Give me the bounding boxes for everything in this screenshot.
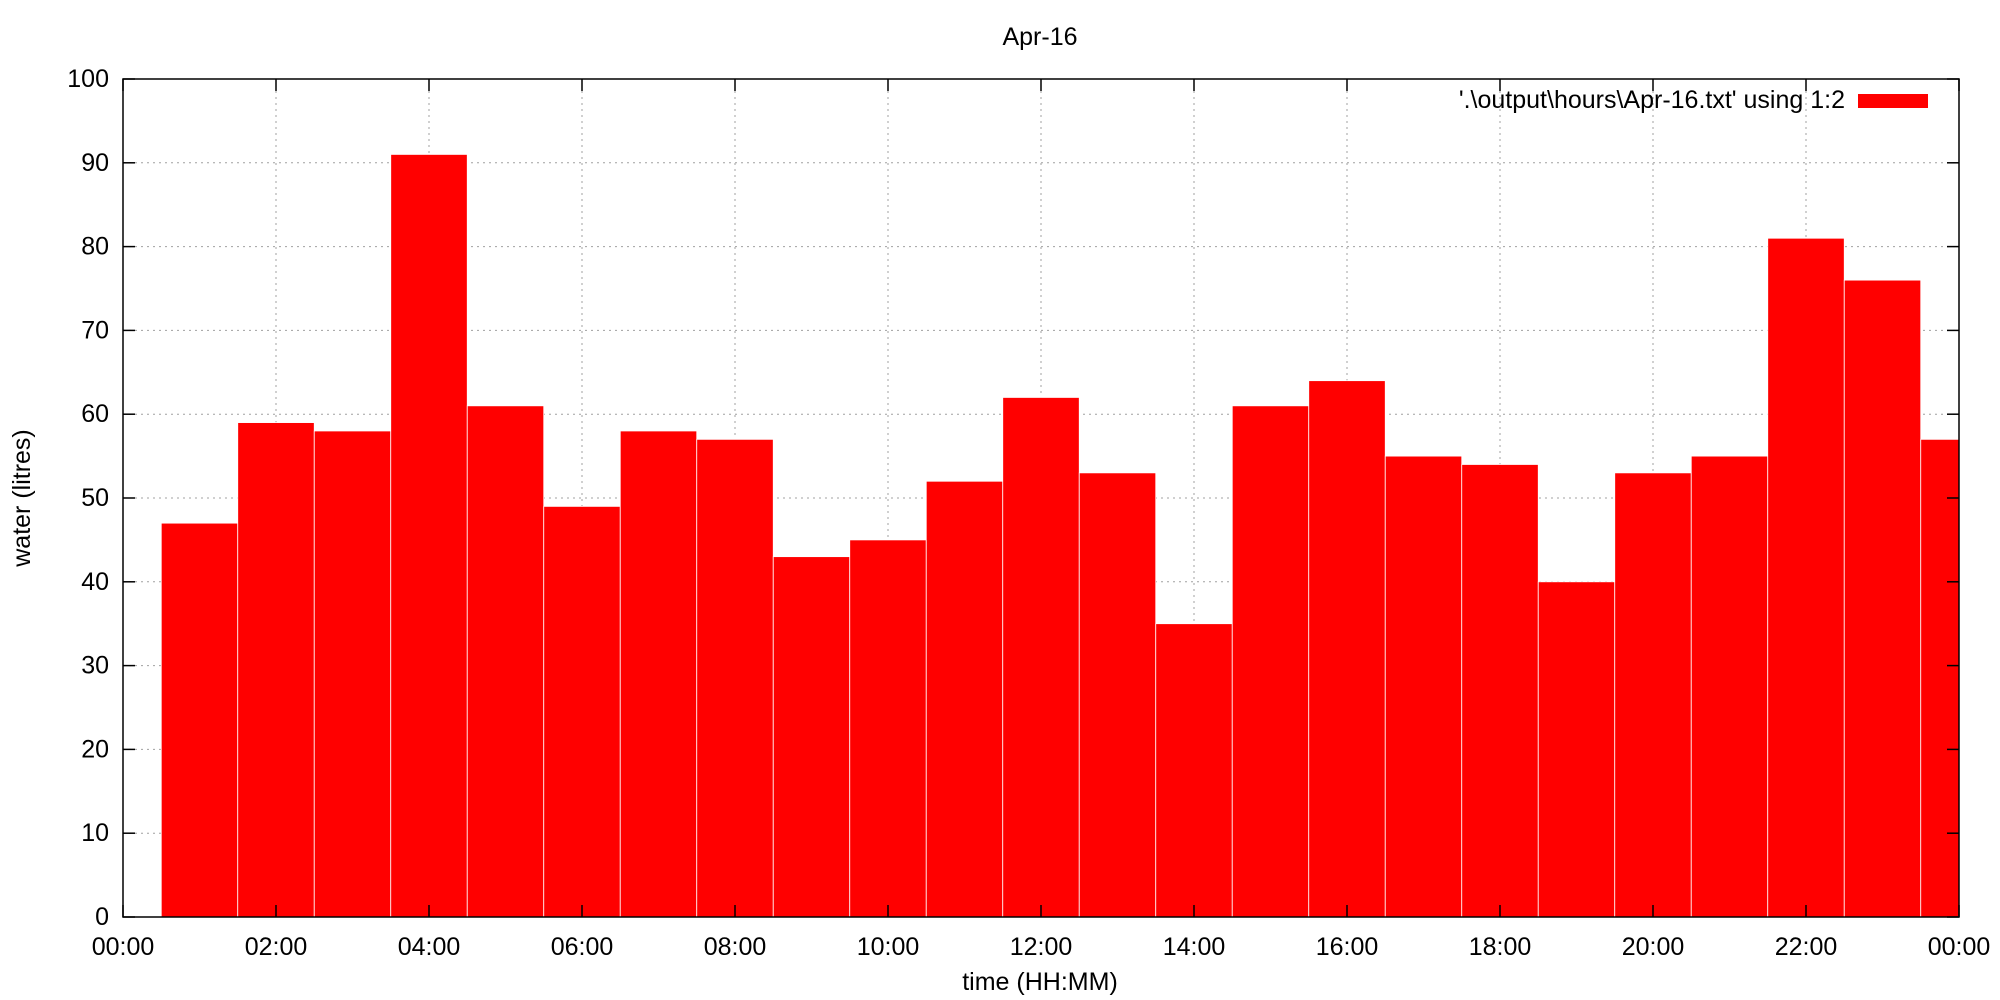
y-tick-label: 60 bbox=[81, 400, 109, 428]
bar bbox=[237, 422, 315, 918]
bar bbox=[1843, 279, 1922, 918]
x-tick-label: 04:00 bbox=[398, 933, 461, 961]
bar bbox=[1614, 472, 1692, 918]
bar bbox=[849, 539, 927, 918]
y-tick-label: 80 bbox=[81, 233, 109, 261]
x-tick-label: 12:00 bbox=[1010, 933, 1073, 961]
x-tick-label: 20:00 bbox=[1622, 933, 1685, 961]
y-tick-label: 40 bbox=[81, 568, 109, 596]
y-tick-label: 20 bbox=[81, 735, 109, 763]
legend-swatch bbox=[1858, 94, 1928, 108]
y-tick-label: 10 bbox=[81, 819, 109, 847]
bar bbox=[772, 556, 851, 918]
x-tick-label: 06:00 bbox=[551, 933, 614, 961]
legend: '.\output\hours\Apr-16.txt' using 1:2 bbox=[1459, 86, 1928, 114]
x-tick-label: 02:00 bbox=[245, 933, 308, 961]
x-tick-label: 08:00 bbox=[704, 933, 767, 961]
bar bbox=[619, 430, 698, 918]
bar bbox=[1155, 623, 1233, 918]
bar bbox=[1767, 237, 1845, 918]
x-tick-label: 16:00 bbox=[1316, 933, 1379, 961]
bar bbox=[1384, 455, 1463, 918]
bars-layer bbox=[160, 154, 1960, 918]
y-tick-label: 70 bbox=[81, 316, 109, 344]
x-tick-label: 10:00 bbox=[857, 933, 920, 961]
bar bbox=[925, 480, 1004, 918]
bar bbox=[1537, 581, 1616, 918]
bar bbox=[466, 405, 545, 918]
x-tick-label: 00:00 bbox=[92, 933, 155, 961]
bar bbox=[543, 505, 621, 918]
y-tick-label: 90 bbox=[81, 149, 109, 177]
bar bbox=[1461, 464, 1539, 918]
bar bbox=[696, 438, 774, 918]
chart-title: Apr-16 bbox=[1002, 23, 1077, 51]
bar bbox=[1690, 455, 1769, 918]
x-tick-label: 14:00 bbox=[1163, 933, 1226, 961]
x-tick-label: 22:00 bbox=[1775, 933, 1838, 961]
bar bbox=[1002, 397, 1080, 918]
ticks-layer bbox=[122, 78, 1960, 918]
x-tick-label: 18:00 bbox=[1469, 933, 1532, 961]
bar bbox=[160, 522, 239, 918]
bar bbox=[1308, 380, 1386, 918]
legend-label: '.\output\hours\Apr-16.txt' using 1:2 bbox=[1459, 86, 1845, 114]
bar bbox=[1231, 405, 1310, 918]
bar bbox=[1078, 472, 1157, 918]
bar bbox=[313, 430, 392, 918]
bar bbox=[1920, 438, 1960, 918]
y-axis-title: water (litres) bbox=[8, 429, 36, 568]
y-tick-label: 50 bbox=[81, 484, 109, 512]
labels-layer: 0 10 20 30 40 50 60 70 80 90 100 00:00 02:00 04:00 06:… bbox=[67, 65, 1990, 961]
x-axis-title: time (HH:MM) bbox=[962, 968, 1118, 996]
x-tick-label: 00:00 bbox=[1928, 933, 1991, 961]
y-tick-label: 30 bbox=[81, 652, 109, 680]
bar bbox=[390, 154, 468, 918]
y-tick-label: 0 bbox=[95, 903, 109, 931]
y-tick-label: 100 bbox=[67, 65, 109, 93]
